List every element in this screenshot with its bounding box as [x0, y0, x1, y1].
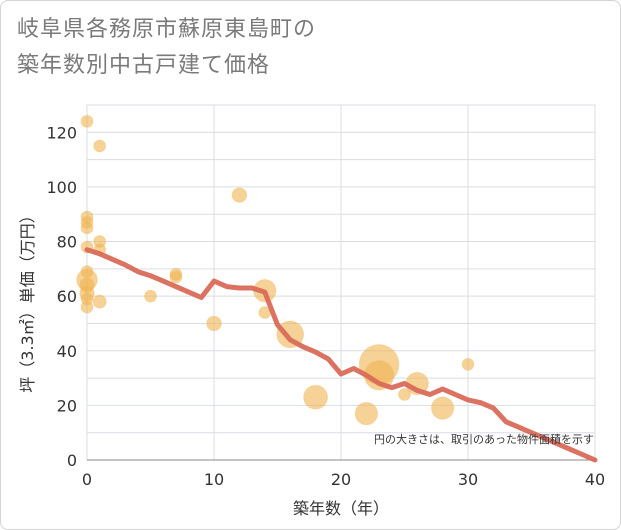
y-tick-label: 80	[57, 233, 77, 252]
y-tick-label: 40	[57, 342, 77, 361]
y-tick-labels: 0 20 40 60 80 100 120	[46, 123, 77, 470]
x-tick-label: 20	[331, 470, 351, 489]
data-bubble	[80, 221, 94, 235]
data-bubble	[144, 289, 157, 303]
title-line-1: 岐阜県各務原市蘇原東島町の	[17, 17, 317, 42]
data-bubble	[430, 396, 455, 420]
chart-title: 岐阜県各務原市蘇原東島町の 築年数別中古戸建て価格	[17, 12, 316, 84]
data-bubble	[169, 270, 183, 284]
size-legend-note: 円の大きさは、取引のあった物件面積を示す	[374, 432, 594, 446]
y-tick-label: 100	[46, 178, 77, 197]
bubble-series	[76, 114, 475, 426]
data-bubble	[80, 114, 94, 128]
x-tick-label: 40	[585, 470, 605, 489]
data-bubble	[303, 384, 329, 410]
x-tick-label: 10	[204, 470, 224, 489]
y-axis-label: 坪（3.3㎡）単価（万円）	[18, 207, 37, 392]
x-tick-label: 0	[82, 470, 92, 489]
data-bubble	[461, 357, 475, 371]
x-tick-label: 30	[458, 470, 478, 489]
data-bubble	[354, 401, 379, 426]
data-bubble	[398, 387, 411, 401]
y-tick-label: 60	[57, 287, 77, 306]
y-tick-label: 20	[57, 396, 77, 415]
trend-series	[84, 247, 598, 463]
grid-lines	[86, 104, 596, 461]
y-tick-label: 120	[46, 123, 77, 142]
y-tick-label: 0	[67, 451, 77, 470]
data-bubble	[92, 294, 107, 309]
x-axis-label: 築年数（年）	[293, 499, 389, 518]
data-bubble	[93, 139, 107, 153]
data-bubble	[231, 187, 248, 203]
data-bubble	[206, 315, 222, 332]
trend-line	[84, 247, 598, 463]
x-tick-labels: 0 10 20 30 40	[82, 470, 605, 489]
data-bubble	[80, 300, 94, 314]
title-line-2: 築年数別中古戸建て価格	[17, 53, 271, 78]
